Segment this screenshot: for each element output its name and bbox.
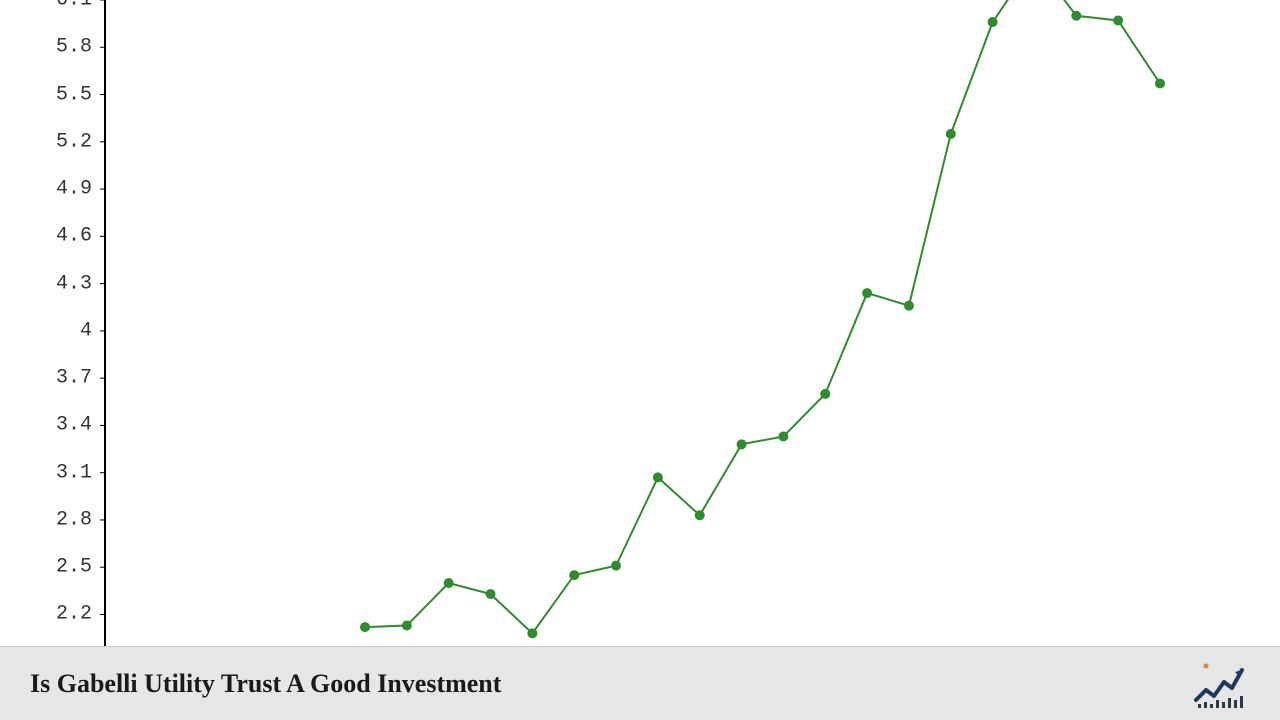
y-tick-label: 2.8	[56, 508, 92, 531]
y-tick-label: 4.6	[56, 225, 92, 248]
y-tick-label: 3.4	[56, 414, 92, 437]
y-tick-label: 4	[80, 319, 92, 342]
y-tick-label: 6.1	[56, 0, 92, 12]
stock-chart-icon	[1194, 660, 1250, 708]
y-tick-label: 4.3	[56, 272, 92, 295]
line-chart	[0, 0, 1280, 646]
y-tick-label: 5.5	[56, 83, 92, 106]
page-title: Is Gabelli Utility Trust A Good Investme…	[30, 669, 501, 699]
footer-bar: Is Gabelli Utility Trust A Good Investme…	[0, 646, 1280, 720]
chart-area: 2.2 2.5 2.8 3.1 3.4 3.7 4 4.3 4.6 4.9 5.2 5.5 5.8 6.1	[0, 0, 1280, 646]
y-tick-label: 3.1	[56, 461, 92, 484]
y-tick-label: 5.8	[56, 36, 92, 59]
y-tick-label: 4.9	[56, 178, 92, 201]
y-tick-label: 2.5	[56, 556, 92, 579]
y-tick-label: 5.2	[56, 130, 92, 153]
y-tick-label: 2.2	[56, 603, 92, 626]
y-tick-label: 3.7	[56, 367, 92, 390]
